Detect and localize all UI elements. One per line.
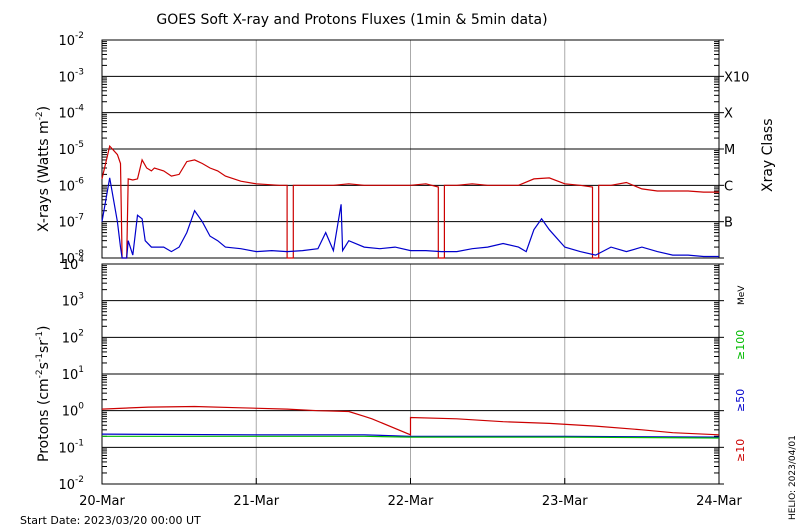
xray-panel: 10-8 10-7 10-6 10-5 10-4 10-3 10-2 B C M X X10	[58, 31, 749, 267]
y-tick-label: 104	[62, 255, 85, 273]
x-axis-ticks: 20-Mar 21-Mar 22-Mar 23-Mar 24-Mar	[79, 478, 743, 509]
proton-series-p50	[101, 433, 720, 438]
proton-series-p100	[102, 435, 720, 439]
xray-class-label: Xray Class	[760, 119, 776, 193]
xray-class-X: X	[724, 107, 733, 122]
chart-title: GOES Soft X-ray and Protons Fluxes (1min…	[156, 12, 547, 28]
y-tick-label: 10-5	[58, 140, 84, 158]
y-tick-label: 10-2	[58, 31, 84, 49]
y-tick-label: 10-8	[58, 249, 84, 267]
xray-class-C: C	[724, 179, 733, 194]
x-tick-label: 21-Mar	[233, 494, 279, 509]
x-tick-label: 24-Mar	[696, 494, 742, 509]
y-tick-label: 10-7	[58, 213, 84, 231]
y-tick-label: 10-1	[58, 438, 84, 456]
y-tick-label: 103	[62, 292, 84, 310]
y-tick-label: 10-6	[58, 176, 84, 194]
helio-stamp: HELIO: 2023/04/01	[788, 435, 798, 520]
xray-class-X10: X10	[724, 70, 749, 85]
y-tick-label: 100	[62, 402, 85, 420]
plot-frame	[101, 39, 720, 259]
legend-unit: MeV	[737, 285, 747, 305]
proton-series-p10	[101, 405, 720, 436]
start-date: Start Date: 2023/03/20 00:00 UT	[20, 514, 201, 527]
proton-ylabel: Protons (cm-2s-1sr-1)	[35, 326, 52, 462]
x-tick-label: 20-Mar	[79, 494, 125, 509]
y-tick-label: 102	[62, 328, 84, 346]
xray-series-short	[101, 177, 719, 259]
legend-p50: ≥50	[734, 389, 747, 412]
y-tick-label: 10-2	[58, 475, 84, 493]
legend-p100: ≥100	[734, 330, 747, 360]
y-tick-label: 101	[62, 365, 84, 383]
legend-p10: ≥10	[734, 439, 747, 462]
xray-class-M: M	[724, 143, 735, 158]
proton-panel: 10-2 10-1 100 101 102 103 104 MeV ≥10 ≥50 ≥100	[58, 255, 747, 493]
xray-series-long	[101, 144, 719, 259]
x-tick-label: 22-Mar	[388, 494, 434, 509]
y-tick-label: 10-3	[58, 67, 84, 85]
xray-class-B: B	[724, 216, 733, 231]
x-tick-label: 23-Mar	[542, 494, 588, 509]
y-tick-label: 10-4	[58, 104, 84, 122]
xray-ylabel: X-rays (Watts m-2)	[35, 106, 52, 232]
